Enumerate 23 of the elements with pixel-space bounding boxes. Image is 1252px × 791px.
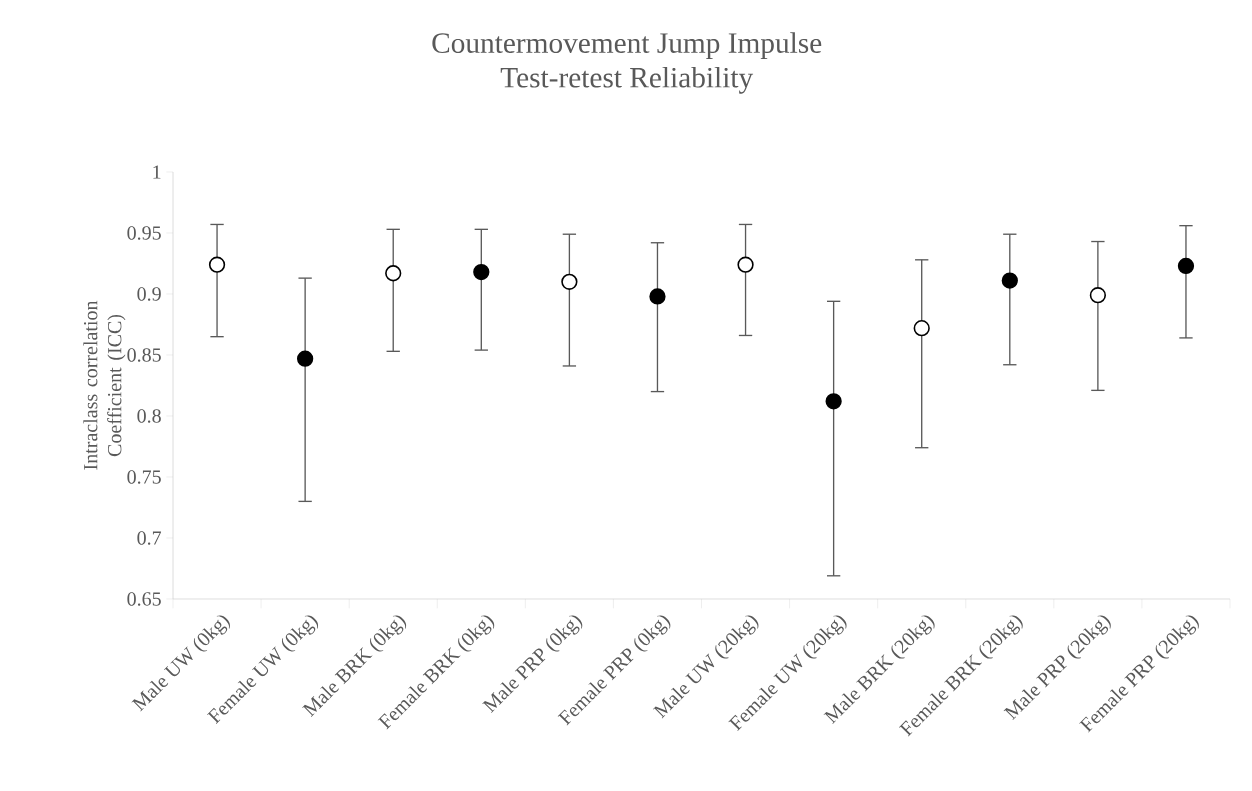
y-tick-label: 0.7: [137, 531, 162, 545]
y-tick-label: 1: [153, 165, 161, 179]
y-axis-title: Intraclass correlation Coefficient (ICC): [83, 300, 126, 470]
y-tick-label: 0.95: [127, 226, 161, 240]
point: [649, 288, 666, 305]
y-tick-label: 0.8: [137, 409, 161, 423]
point: [1177, 257, 1195, 275]
point: [1089, 287, 1107, 304]
point: [297, 350, 314, 367]
point: [208, 256, 226, 273]
point: [825, 393, 842, 410]
y-tick-label: 0.75: [127, 470, 161, 484]
point: [1001, 272, 1018, 289]
point: [737, 256, 754, 273]
y-tick-label: 0.9: [137, 287, 161, 301]
point: [473, 263, 490, 281]
y-tick-label: 0.65: [127, 592, 161, 606]
point: [385, 265, 402, 282]
chart-subtitle: Test-retest Reliability: [500, 66, 754, 94]
chart-title: Countermovement Jump Impulse: [432, 32, 822, 59]
y-tick-label: 0.85: [127, 348, 161, 362]
point: [561, 273, 578, 290]
point: [913, 320, 930, 337]
